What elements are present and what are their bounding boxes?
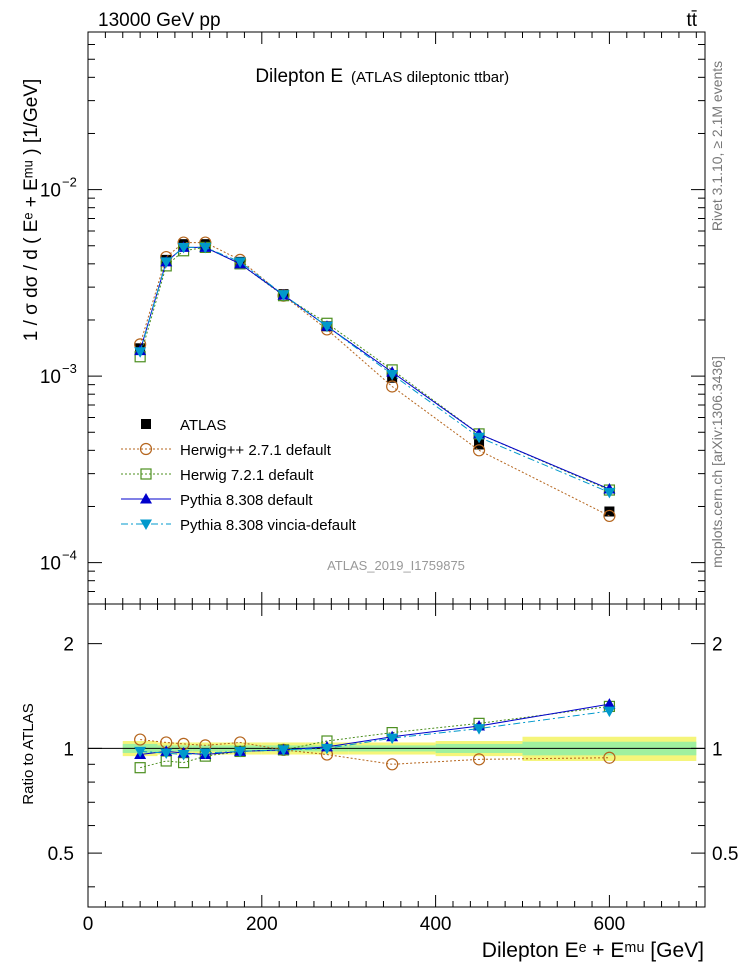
y-tick-label-exponent: −3 [62, 361, 77, 376]
data-point-vincia [134, 347, 147, 358]
legend-marker-herwigpp [139, 442, 153, 456]
data-point-vincia [386, 370, 399, 381]
y-tick-label-exponent: −2 [62, 175, 77, 190]
ratio-point-herwigpp [134, 733, 147, 746]
data-point-vincia [320, 321, 333, 333]
rivet-label: Rivet 3.1.10, ≥ 2.1M events [709, 61, 725, 231]
series-line-pythia [139, 246, 610, 490]
main-subtitle: (ATLAS dileptonic ttbar) [351, 69, 509, 86]
ratio-y-tick-label: 2 [63, 635, 74, 656]
y-tick-label-exponent: −4 [62, 548, 77, 563]
data-point-atlas [604, 506, 615, 517]
ratio-point-vincia [160, 748, 173, 759]
ratio-line-herwigpp [140, 739, 610, 765]
ratio-line-vincia [140, 710, 610, 756]
legend-marker-vincia [140, 519, 152, 530]
legend-marker-atlas [141, 419, 151, 429]
data-point-vincia [199, 242, 212, 254]
ratio-point-herwigpp [386, 758, 399, 771]
ratio-point-vincia [134, 746, 147, 758]
ratio-point-vincia [386, 733, 399, 745]
legend-label-atlas: ATLAS [180, 417, 226, 434]
data-point-vincia [234, 257, 247, 268]
legend: ATLAS Herwig++ 2.7.1 default Herwig 7.2.1 … [121, 417, 357, 534]
ratio-point-vincia [320, 743, 333, 755]
ratio-y-tick-label-right: 1 [712, 739, 723, 760]
analysis-label: ATLAS_2019_I1759875 [327, 558, 465, 573]
ratio-plot: 0 200 400 600 0.5 0.5 1 1 2 2 [48, 32, 738, 935]
mcplots-label: mcplots.cern.ch [arXiv:1306.3436] [709, 356, 725, 568]
ratio-point-herwig7 [134, 762, 146, 774]
energy-label: 13000 GeV pp [98, 10, 221, 31]
data-point-herwigpp [603, 509, 616, 523]
y-tick-label: 10 [40, 367, 61, 388]
ratio-point-herwigpp [603, 751, 616, 764]
ratio-y-tick-label-right: 2 [712, 635, 723, 656]
main-title: Dilepton E [255, 66, 343, 87]
data-point-vincia [603, 487, 616, 499]
x-tick-label: 0 [83, 914, 94, 935]
data-point-vincia [473, 432, 486, 444]
ratio-point-vincia [473, 724, 486, 735]
x-tick-label: 600 [594, 914, 626, 935]
legend-label-vincia: Pythia 8.308 vincia-default [180, 517, 357, 534]
ratio-y-tick-label: 0.5 [48, 844, 74, 865]
data-point-vincia [160, 257, 173, 268]
main-y-axis-label: 1 / σ dσ / d ( Eᵉ + Eᵐᵘ ) [1/GeV] [21, 79, 42, 342]
ratio-point-vincia [234, 746, 247, 758]
ratio-point-herwigpp [472, 753, 486, 766]
legend-label-herwigpp: Herwig++ 2.7.1 default [180, 442, 332, 459]
ratio-y-tick-label-right: 0.5 [712, 844, 738, 865]
ratio-frame [87, 603, 706, 908]
x-tick-label: 400 [420, 914, 452, 935]
ratio-point-vincia [199, 748, 212, 759]
legend-label-herwig7: Herwig 7.2.1 default [180, 467, 314, 484]
y-tick-label: 10 [40, 554, 61, 575]
x-tick-label: 200 [246, 914, 278, 935]
legend-label-pythia: Pythia 8.308 default [180, 492, 313, 509]
ratio-point-vincia [277, 745, 290, 756]
ratio-point-vincia [177, 750, 190, 761]
main-plot: 10−210−310−4 [40, 31, 706, 605]
legend-marker-herwig7 [140, 468, 152, 480]
ratio-y-axis-label: Ratio to ATLAS [20, 703, 37, 804]
x-axis-label: Dilepton Eᵉ + Eᵐᵘ [GeV] [482, 939, 704, 962]
legend-marker-pythia [140, 493, 152, 504]
y-tick-label: 10 [40, 181, 61, 202]
data-point-vincia [177, 242, 190, 254]
data-point-vincia [277, 290, 290, 301]
ratio-y-tick-label: 1 [63, 739, 74, 760]
ratio-point-vincia [603, 706, 616, 718]
process-label: tt̄ [686, 10, 697, 31]
ratio-point-pythia [603, 698, 616, 709]
data-point-herwigpp [386, 380, 399, 393]
data-point-herwigpp [472, 444, 486, 457]
